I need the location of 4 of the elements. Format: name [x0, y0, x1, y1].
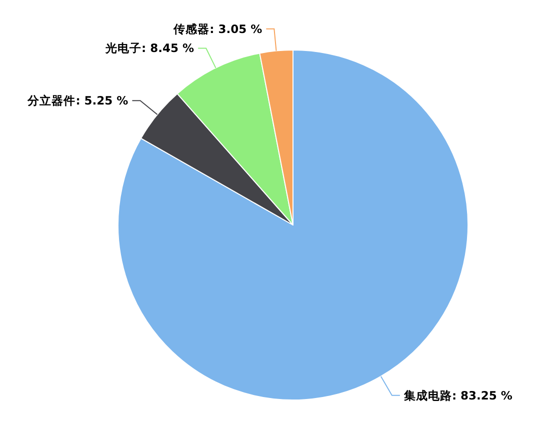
slice-label: 传感器: 3.05 % — [172, 22, 263, 36]
slice-label: 集成电路: 83.25 % — [402, 388, 513, 402]
slice-label: 光电子: 8.45 % — [104, 41, 195, 56]
slice-label: 分立器件: 5.25 % — [26, 94, 129, 108]
